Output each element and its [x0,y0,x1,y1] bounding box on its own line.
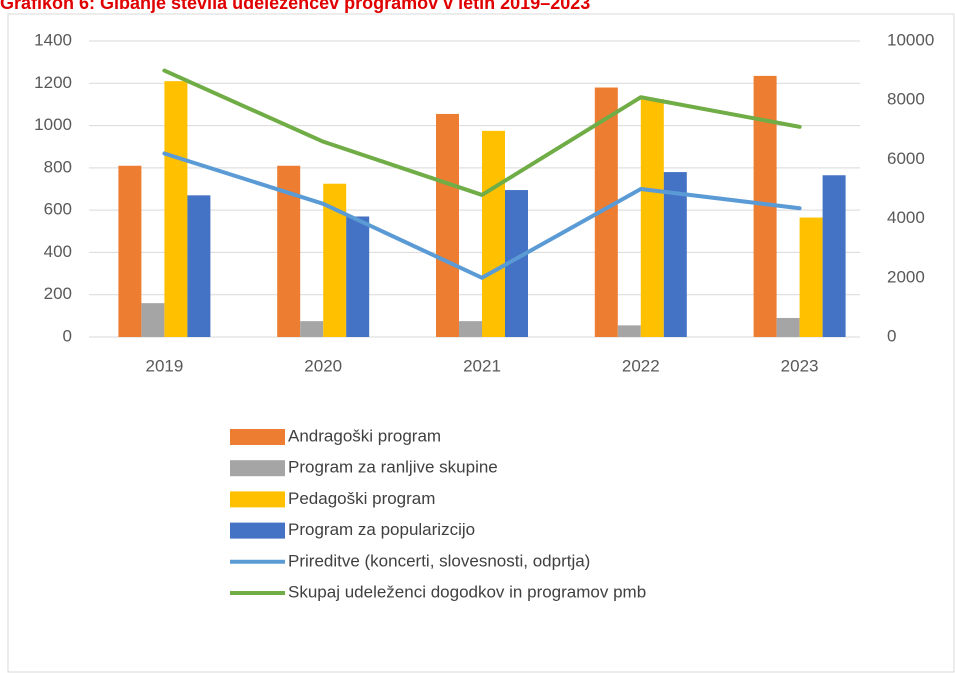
y-tick-label: 800 [44,157,72,176]
bar [663,172,687,337]
bar [459,321,482,337]
bar [640,99,664,338]
legend-label: Pedagoški program [288,489,435,508]
y2-tick-label: 8000 [887,90,925,109]
y2-tick-label: 2000 [887,267,925,286]
line [162,151,802,280]
legend-label: Program za ranljive skupine [288,458,498,477]
legend-swatch [230,491,285,508]
y2-tick-label: 10000 [887,30,934,49]
line [162,68,802,197]
legend-swatch [230,429,285,445]
bar [617,325,641,337]
bar [346,216,370,337]
bar [753,75,777,337]
legend-swatch [230,522,285,539]
y2-tick-label: 6000 [887,149,925,168]
y2-tick-label: 4000 [887,208,925,227]
bar [277,165,301,337]
bar [141,303,165,337]
bar [822,175,846,337]
bar [799,217,823,337]
bar [187,195,211,337]
bar [164,81,188,338]
x-tick-label: 2019 [145,356,183,375]
y2-tick-label: 0 [887,326,896,345]
chart-title: Grafikon 6: Gibanje števila udeležencev … [0,0,590,13]
bar [118,165,142,337]
y-tick-label: 200 [44,284,72,303]
legend-label: Program za popularizcijo [288,520,475,539]
y-tick-label: 0 [63,326,72,345]
x-tick-label: 2022 [622,356,660,375]
legend-label: Skupaj udeleženci dogodkov in programov … [288,582,646,601]
bar [594,87,618,337]
bar [482,130,505,337]
bar [436,113,459,337]
y-tick-label: 1200 [34,73,72,92]
y-tick-label: 1400 [34,30,72,49]
y-tick-label: 600 [44,200,72,219]
y-tick-label: 1000 [34,115,72,134]
legend-label: Prireditve (koncerti, slovesnosti, odprt… [288,551,590,570]
x-tick-label: 2023 [781,356,819,375]
legend-label: Andragoški program [288,426,441,445]
bar [776,317,800,337]
x-tick-label: 2020 [304,356,342,375]
bar [505,190,528,337]
x-tick-label: 2021 [463,356,501,375]
bar [300,321,324,337]
y-tick-label: 400 [44,242,72,261]
bar [323,183,347,337]
legend-swatch [230,460,285,477]
chart-border [7,13,955,673]
